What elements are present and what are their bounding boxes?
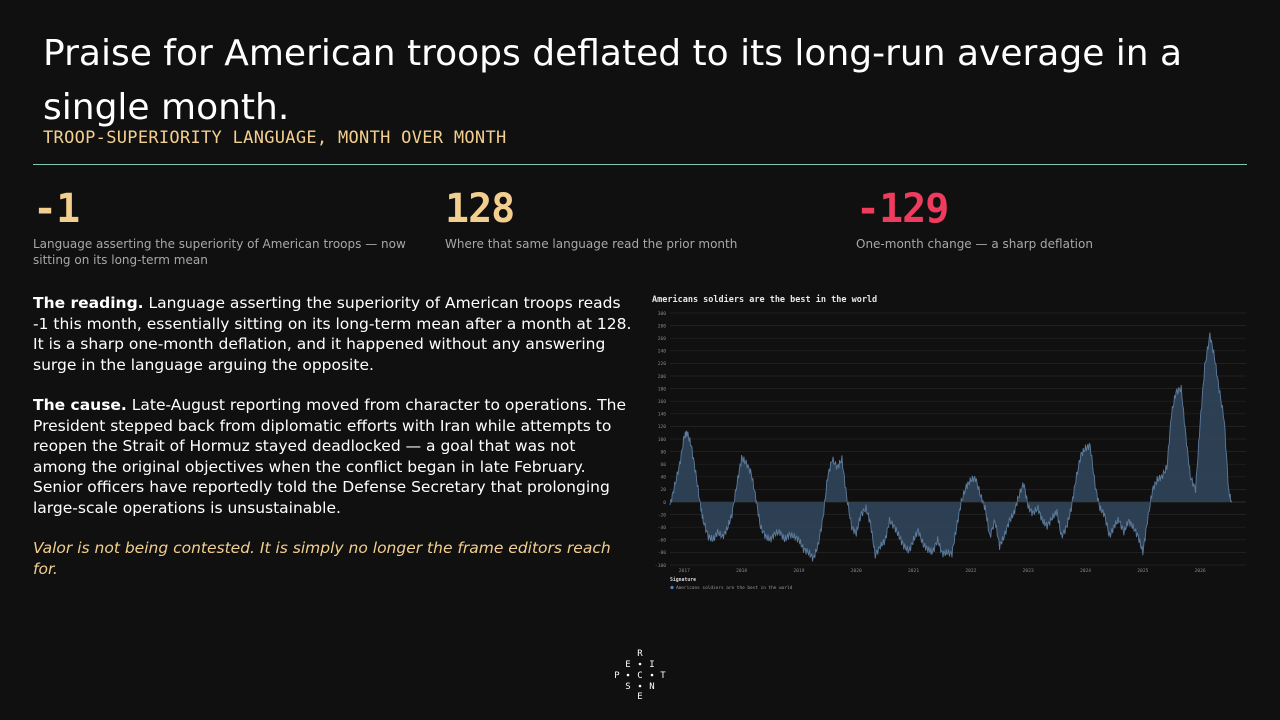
y-tick-label: 260 bbox=[658, 336, 667, 342]
stat-change-value: -129 bbox=[856, 186, 949, 232]
y-tick-label: 200 bbox=[658, 374, 667, 380]
logo-dot bbox=[638, 684, 642, 688]
x-tick-label: 2021 bbox=[908, 568, 919, 574]
series-area bbox=[670, 332, 1232, 562]
stat-prior-label: Where that same language read the prior … bbox=[445, 237, 738, 251]
y-tick-label: 280 bbox=[658, 323, 667, 329]
logo-letter: E bbox=[625, 660, 630, 670]
stat-current-value: -1 bbox=[33, 186, 80, 232]
x-tick-label: 2024 bbox=[1080, 568, 1091, 574]
x-tick-label: 2020 bbox=[851, 568, 862, 574]
logo-letter: S bbox=[625, 682, 630, 692]
header-divider bbox=[33, 164, 1247, 165]
legend-entry: Americans soldiers are the best in the w… bbox=[676, 585, 793, 591]
logo-letter: T bbox=[660, 671, 666, 681]
cause-text: Late-August reporting moved from charact… bbox=[33, 396, 627, 517]
y-tick-label: 140 bbox=[658, 412, 667, 418]
logo-letter: N bbox=[649, 682, 654, 692]
stat-prior-value: 128 bbox=[445, 186, 515, 232]
y-tick-label: -40 bbox=[658, 525, 667, 531]
y-tick-label: 100 bbox=[658, 437, 667, 443]
y-tick-label: 120 bbox=[658, 424, 667, 430]
y-tick-label: 40 bbox=[660, 475, 666, 481]
stat-current-label: Language asserting the superiority of Am… bbox=[33, 237, 406, 267]
x-tick-label: 2018 bbox=[736, 568, 747, 574]
body-text: The reading. Language asserting the supe… bbox=[33, 293, 633, 599]
closing-quote: Valor is not being contested. It is simp… bbox=[33, 539, 611, 578]
x-tick-label: 2017 bbox=[679, 568, 690, 574]
y-tick-label: 80 bbox=[660, 449, 666, 455]
y-tick-label: -100 bbox=[655, 563, 666, 569]
x-tick-label: 2023 bbox=[1023, 568, 1034, 574]
logo-letter: E bbox=[637, 692, 642, 700]
logo-dot bbox=[638, 662, 642, 666]
logo: R E I P C T S N E bbox=[614, 649, 666, 700]
logo-letter: I bbox=[649, 660, 654, 670]
stat-prior: 128 Where that same language read the pr… bbox=[445, 186, 825, 252]
y-tick-label: -60 bbox=[658, 538, 667, 544]
y-tick-label: 240 bbox=[658, 349, 667, 355]
stat-change-label: One-month change — a sharp deflation bbox=[856, 237, 1093, 251]
logo-letter: C bbox=[637, 671, 642, 681]
x-tick-label: 2019 bbox=[793, 568, 804, 574]
page-subtitle: TROOP-SUPERIORITY LANGUAGE, MONTH OVER M… bbox=[43, 128, 507, 148]
chart-title: Americans soldiers are the best in the w… bbox=[652, 294, 877, 305]
legend-swatch bbox=[670, 585, 674, 590]
y-tick-label: -20 bbox=[658, 512, 667, 518]
logo-dot bbox=[626, 673, 630, 677]
y-tick-label: 220 bbox=[658, 361, 667, 367]
x-tick-label: 2025 bbox=[1137, 568, 1148, 574]
y-tick-label: 160 bbox=[658, 399, 667, 405]
cause-paragraph: The cause. Late-August reporting moved f… bbox=[33, 395, 633, 518]
stat-change: -129 One-month change — a sharp deflatio… bbox=[856, 186, 1236, 252]
logo-dot bbox=[650, 673, 654, 677]
x-tick-label: 2022 bbox=[965, 568, 976, 574]
logo-letter: P bbox=[614, 671, 620, 681]
reading-paragraph: The reading. Language asserting the supe… bbox=[33, 293, 633, 375]
y-tick-label: 20 bbox=[660, 487, 666, 493]
y-tick-label: 180 bbox=[658, 386, 667, 392]
y-tick-label: 0 bbox=[663, 500, 666, 506]
stat-current: -1 Language asserting the superiority of… bbox=[33, 186, 413, 268]
page-title: Praise for American troops deflated to i… bbox=[43, 33, 1183, 128]
legend-title: Signature bbox=[670, 577, 696, 583]
reading-lead: The reading. bbox=[33, 294, 144, 312]
logo-letter: R bbox=[637, 649, 643, 659]
x-tick-label: 2026 bbox=[1195, 568, 1206, 574]
series-line bbox=[669, 332, 1233, 562]
y-tick-label: -80 bbox=[658, 550, 667, 556]
signature-chart: Americans soldiers are the best in the w… bbox=[652, 294, 1246, 591]
y-tick-label: 300 bbox=[658, 311, 667, 317]
reading-text: Language asserting the superiority of Am… bbox=[33, 294, 632, 374]
cause-lead: The cause. bbox=[33, 396, 127, 414]
y-tick-label: 60 bbox=[660, 462, 666, 468]
